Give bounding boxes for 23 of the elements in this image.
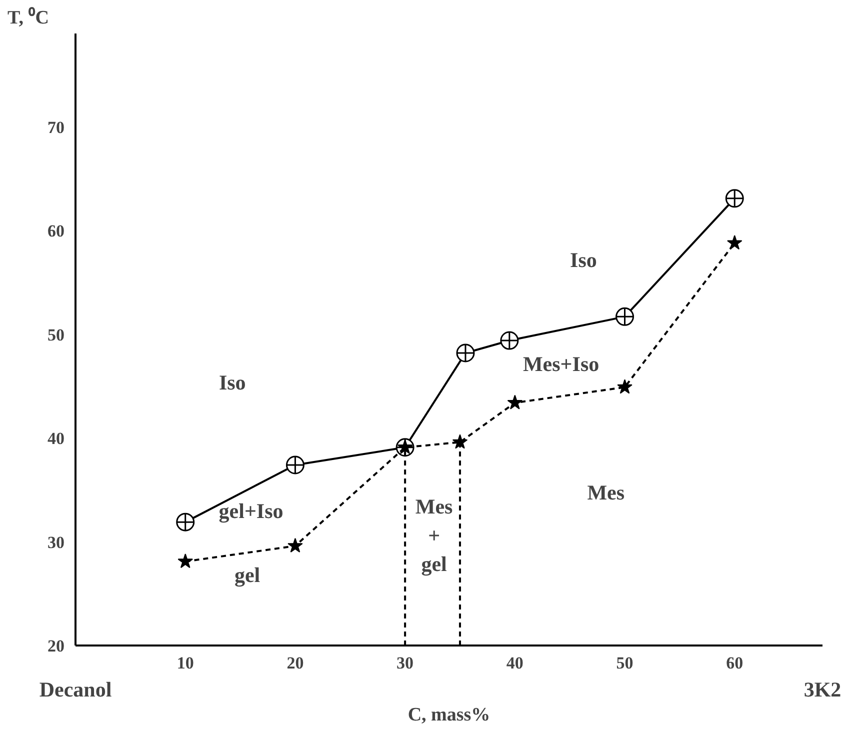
x-tick-label: 20: [286, 654, 304, 672]
annotation: Mes: [587, 480, 625, 504]
y-tick-label: 50: [48, 325, 64, 344]
text: Decanol: [39, 678, 112, 702]
x-tick-label: 50: [616, 654, 634, 672]
x-tick-label: 60: [726, 654, 744, 672]
x-tick-label: 40: [506, 654, 524, 672]
y-tick-label: 70: [48, 118, 64, 137]
annotation: Iso: [218, 370, 246, 394]
annotation: Iso: [570, 248, 597, 272]
x-tick-label: 30: [396, 654, 414, 672]
y-axis-title: T, ⁰C: [8, 6, 49, 28]
annotation: gel: [234, 563, 260, 588]
annotation: Mes + gel: [415, 494, 453, 576]
annotation: Mes+Iso: [522, 352, 600, 376]
x-axis-title: C, mass%: [408, 704, 490, 726]
y-tick-label: 30: [48, 532, 64, 552]
y-tick-label: 20: [48, 636, 64, 656]
x-tick-label: 10: [176, 654, 194, 672]
text: 3K2: [804, 678, 842, 702]
y-tick-label: 60: [48, 222, 64, 241]
y-tick-label: 40: [48, 429, 64, 448]
annotation: gel+Iso: [218, 498, 284, 523]
